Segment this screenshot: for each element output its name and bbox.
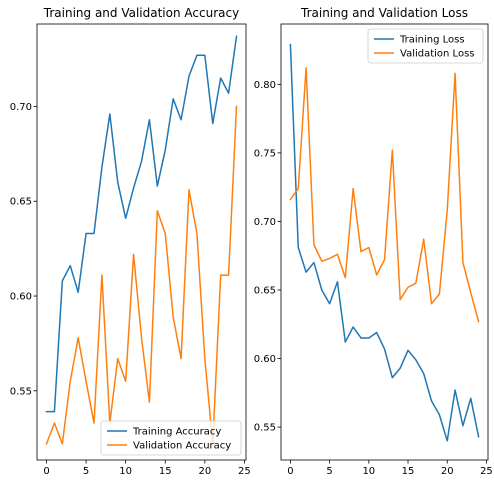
y-tick-label: 0.65: [10, 197, 32, 208]
x-tick-label: 10: [119, 466, 132, 477]
legend: Training Loss Validation Loss: [367, 28, 484, 64]
chart-title: Training and Validation Accuracy: [43, 6, 239, 20]
series-line-training-accuracy: [45, 35, 238, 413]
legend-label: Validation Loss: [400, 49, 475, 60]
legend-label: Training Accuracy: [132, 427, 221, 438]
x-tick-label: 5: [326, 466, 332, 477]
x-tick-label: 15: [159, 466, 172, 477]
x-tick-label: 0: [43, 466, 49, 477]
chart-panel-1: Training and Validation Accuracy 0 5 10 15 20…: [10, 6, 251, 477]
x-tick-label: 20: [441, 466, 454, 477]
legend-box: [100, 420, 242, 456]
x-tick-label: 10: [362, 466, 375, 477]
y-tick-label: 0.55: [254, 423, 276, 434]
legend: Training Accuracy Validation Accuracy: [100, 420, 242, 456]
y-tick-label: 0.60: [10, 292, 32, 303]
axes-frame: [280, 23, 489, 461]
series-line-validation-loss: [289, 67, 480, 323]
series-line-validation-accuracy: [45, 105, 238, 445]
legend-box: [367, 28, 484, 64]
legend-label: Training Loss: [399, 35, 465, 46]
x-tick-label: 0: [287, 466, 293, 477]
chart-panel-2: Training and Validation Loss 0 5 10 15 20 25 0.…: [254, 6, 493, 477]
y-tick-label: 0.80: [254, 80, 276, 91]
legend-label: Validation Accuracy: [133, 441, 231, 452]
chart-title: Training and Validation Loss: [300, 6, 468, 20]
y-tick-label: 0.65: [254, 285, 276, 296]
axes-frame: [36, 23, 247, 461]
x-tick-label: 25: [238, 466, 251, 477]
y-tick-label: 0.60: [254, 354, 276, 365]
y-tick-label: 0.70: [10, 102, 32, 113]
y-tick-label: 0.75: [254, 148, 276, 159]
x-tick-label: 5: [83, 466, 89, 477]
y-tick-label: 0.55: [10, 386, 32, 397]
x-tick-label: 15: [402, 466, 415, 477]
x-tick-label: 25: [480, 466, 493, 477]
series-line-training-loss: [289, 43, 480, 442]
x-tick-label: 20: [198, 466, 211, 477]
y-tick-label: 0.70: [254, 217, 276, 228]
